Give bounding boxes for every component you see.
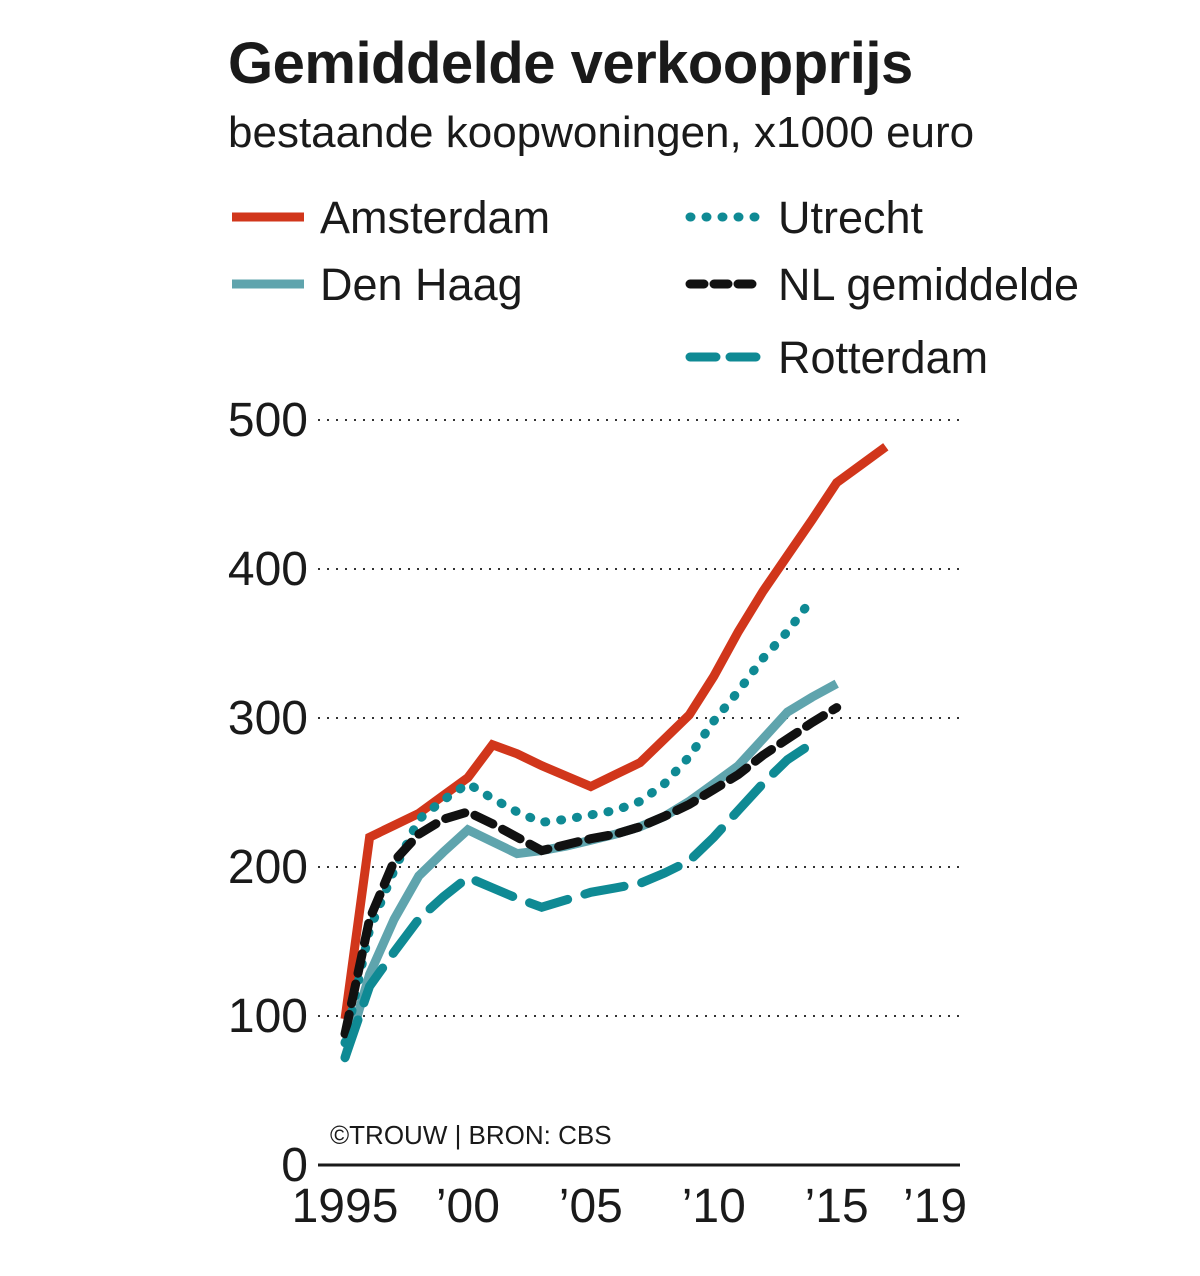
y-tick-label-300: 300 bbox=[228, 692, 308, 745]
x-tick-label-2005: ’05 bbox=[559, 1180, 623, 1233]
series-line-utrecht bbox=[340, 594, 817, 1048]
x-axis-ticks: 1995 ’00 ’05 ’10 ’15 ’19 bbox=[292, 1180, 967, 1233]
series-line-nl-gemiddelde bbox=[340, 703, 842, 1039]
chart-subtitle: bestaande koopwoningen, x1000 euro bbox=[228, 108, 975, 157]
legend-label-den-haag: Den Haag bbox=[320, 259, 523, 310]
y-tick-label-100: 100 bbox=[228, 990, 308, 1043]
y-tick-label-400: 400 bbox=[228, 543, 308, 596]
series-lines bbox=[340, 443, 889, 1063]
series-line-den-haag bbox=[340, 679, 839, 1059]
legend-label-rotterdam: Rotterdam bbox=[778, 332, 988, 383]
x-tick-label-2015: ’15 bbox=[805, 1180, 869, 1233]
x-tick-label-2019: ’19 bbox=[903, 1180, 967, 1233]
y-tick-label-200: 200 bbox=[228, 841, 308, 894]
x-tick-label-2000: ’00 bbox=[436, 1180, 500, 1233]
legend-label-utrecht: Utrecht bbox=[778, 192, 924, 243]
x-tick-label-1995: 1995 bbox=[292, 1180, 399, 1233]
source-credit: ©TROUW | BRON: CBS bbox=[330, 1120, 612, 1150]
chart-title: Gemiddelde verkoopprijs bbox=[228, 31, 913, 96]
series-line-amsterdam bbox=[340, 443, 889, 1020]
y-tick-label-500: 500 bbox=[228, 394, 308, 447]
legend-label-nl-gemiddelde: NL gemiddelde bbox=[778, 259, 1079, 310]
x-tick-label-2010: ’10 bbox=[682, 1180, 746, 1233]
legend-label-amsterdam: Amsterdam bbox=[320, 192, 550, 243]
legend: Amsterdam Den Haag Utrecht NL gemiddelde Rot… bbox=[232, 192, 1079, 383]
y-axis-ticks: 0 100 200 300 400 500 bbox=[228, 394, 308, 1192]
y-tick-label-0: 0 bbox=[281, 1139, 308, 1192]
series-line-rotterdam bbox=[340, 738, 817, 1063]
